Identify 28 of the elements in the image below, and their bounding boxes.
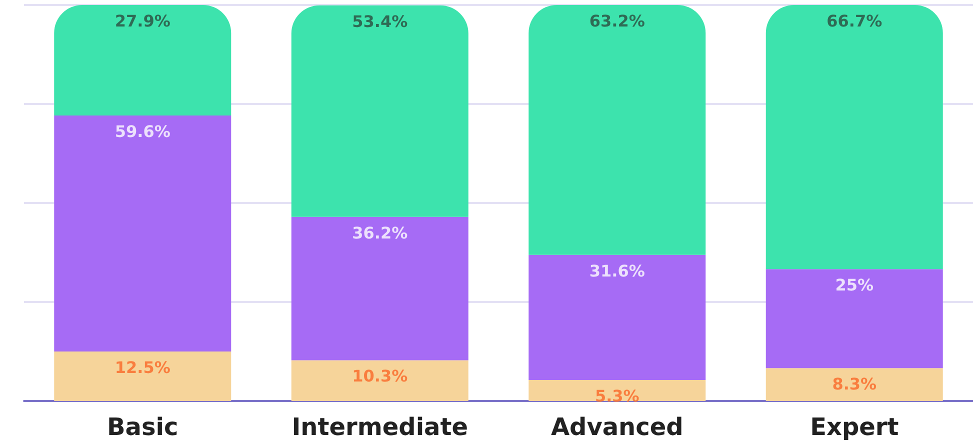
bar (54, 352, 232, 401)
data-label: 12.5% (114, 358, 170, 377)
bar (54, 5, 232, 116)
bar (766, 269, 943, 368)
bar (291, 5, 468, 217)
x-tick-label: Intermediate (292, 413, 468, 441)
bar (528, 5, 706, 255)
data-label: 53.4% (352, 12, 408, 31)
data-label: 27.9% (114, 12, 170, 30)
data-label: 36.2% (352, 223, 408, 242)
bar (54, 115, 232, 352)
data-label: 66.7% (826, 12, 882, 30)
x-tick-label: Advanced (550, 413, 684, 441)
bar (766, 5, 943, 270)
bar (766, 368, 943, 401)
x-tick-label: Expert (810, 413, 899, 441)
data-label: 25% (835, 276, 874, 295)
data-label: 59.6% (114, 122, 170, 141)
bar (528, 380, 706, 401)
data-label: 31.6% (589, 261, 645, 280)
bar (291, 360, 468, 401)
bar (528, 254, 706, 380)
bar (291, 216, 468, 360)
data-label: 8.3% (832, 374, 877, 394)
data-label: 5.3% (594, 386, 640, 406)
data-label: 10.3% (352, 366, 408, 386)
x-tick-label: Basic (107, 413, 178, 441)
data-label: 63.2% (589, 12, 645, 30)
